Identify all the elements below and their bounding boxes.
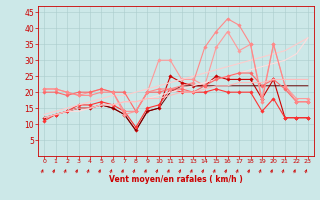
X-axis label: Vent moyen/en rafales ( km/h ): Vent moyen/en rafales ( km/h ) [109, 175, 243, 184]
